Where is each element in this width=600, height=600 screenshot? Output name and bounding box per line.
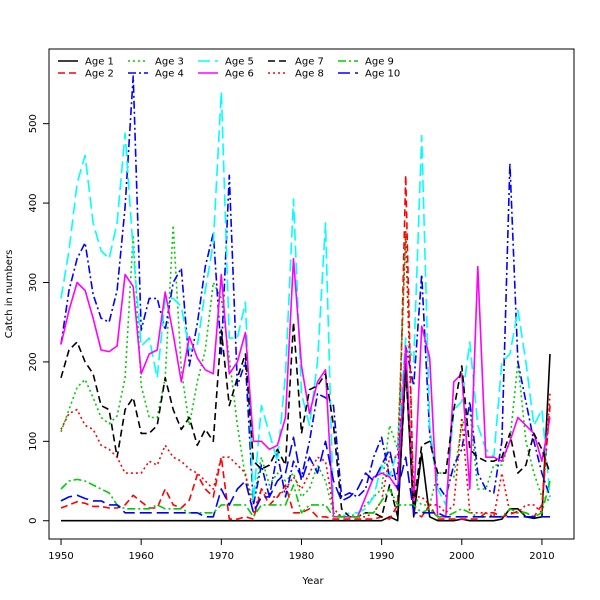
x-tick-label: 1980 <box>289 551 314 562</box>
legend-label: Age 5 <box>225 57 254 68</box>
legend-label: Age 8 <box>295 69 324 80</box>
y-tick-label: 100 <box>28 432 39 451</box>
y-tick-label: 0 <box>28 518 39 524</box>
legend-item-age-8: Age 8 <box>268 69 324 80</box>
x-tick-label: 1990 <box>369 551 394 562</box>
axes: 1950 1960 1970 1980 1990 2000 2010 0 100 200 300 40… <box>28 48 575 562</box>
x-tick-label: 2000 <box>449 551 474 562</box>
legend-label: Age 9 <box>365 57 394 68</box>
legend-label: Age 10 <box>365 69 400 80</box>
x-tick-label: 1950 <box>48 551 73 562</box>
x-tick-label: 1960 <box>128 551 153 562</box>
legend: Age 1 Age 3 Age 5 Age 7 Age 9 Age 2 Age 4 Age 6… <box>58 57 400 80</box>
y-tick-label: 200 <box>28 352 39 371</box>
plot-area <box>60 75 551 522</box>
series-line-age-1 <box>61 353 551 522</box>
legend-item-age-3: Age 3 <box>128 57 184 68</box>
y-tick-label: 400 <box>28 194 39 213</box>
legend-item-age-1: Age 1 <box>58 57 114 68</box>
legend-item-age-5: Age 5 <box>198 57 254 68</box>
legend-item-age-2: Age 2 <box>58 69 114 80</box>
legend-item-age-7: Age 7 <box>268 57 324 68</box>
series-line-age-2 <box>60 174 551 520</box>
y-tick-label: 500 <box>28 114 39 133</box>
series-line-age-4 <box>60 75 551 506</box>
series-line-age-9 <box>60 478 551 518</box>
series-line-age-6 <box>60 257 551 518</box>
x-tick-label: 1970 <box>209 551 234 562</box>
y-tick-label: 300 <box>28 273 39 292</box>
legend-label: Age 6 <box>225 69 254 80</box>
legend-label: Age 1 <box>85 57 114 68</box>
series-line-age-10 <box>60 436 550 518</box>
legend-label: Age 2 <box>85 69 114 80</box>
legend-label: Age 3 <box>155 57 184 68</box>
y-axis-label: Catch in numbers <box>4 250 15 339</box>
legend-label: Age 4 <box>155 69 184 80</box>
legend-item-age-6: Age 6 <box>198 69 254 80</box>
legend-item-age-9: Age 9 <box>338 57 394 68</box>
legend-item-age-4: Age 4 <box>128 69 184 80</box>
x-axis-label: Year <box>301 576 324 587</box>
plot-frame <box>48 48 575 540</box>
legend-label: Age 7 <box>295 57 324 68</box>
series-line-age-7 <box>60 321 551 518</box>
series-line-age-3 <box>60 224 551 518</box>
x-tick-label: 2010 <box>529 551 554 562</box>
legend-item-age-10: Age 10 <box>338 69 400 80</box>
